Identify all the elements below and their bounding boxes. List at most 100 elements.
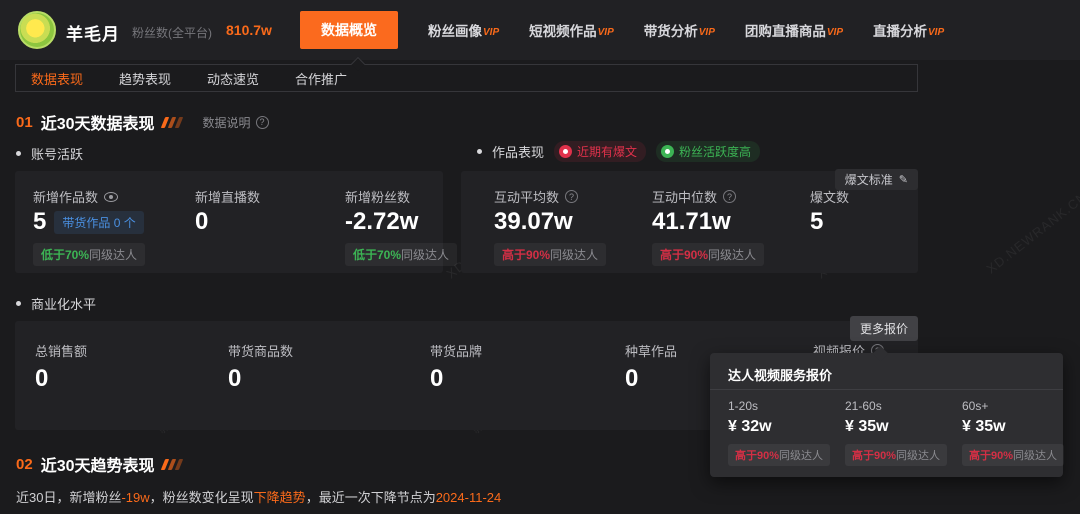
nav-commerce-analysis[interactable]: 带货分析VIP [644, 20, 715, 40]
badge-label: 近期有爆文 [577, 145, 638, 159]
question-icon[interactable]: ? [565, 190, 579, 203]
compare-value: 低于70% [353, 248, 402, 262]
peer-compare-badge: 高于90%同级达人 [728, 444, 831, 466]
more-quotes-button[interactable]: 更多报价 [849, 316, 918, 341]
section2-header: 02 近30天趋势表现 [16, 452, 183, 476]
edit-icon[interactable]: ✎ [898, 174, 908, 186]
metric-value: 0 [195, 208, 209, 235]
nav-label: 团购直播商品 [744, 24, 826, 39]
vip-badge: VIP [483, 27, 500, 38]
popup-title: 达人视频服务报价 [728, 368, 833, 383]
peer-compare-badge: 高于90%同级达人 [962, 444, 1065, 466]
top-nav: 数据概览 粉丝画像VIP 短视频作品VIP 带货分析VIP 团购直播商品VIP … [300, 0, 944, 60]
metric-label: 爆文数 [810, 190, 850, 205]
tab-trend-performance[interactable]: 趋势表现 [119, 71, 172, 87]
nav-fan-portrait[interactable]: 粉丝画像VIP [428, 20, 499, 40]
duration-label: 1-20s [728, 399, 759, 413]
metric-value: 5 [33, 208, 47, 235]
badge-label: 粉丝活跃度高 [679, 145, 752, 159]
summary-text: 近30日，新增粉丝 [16, 490, 122, 505]
group-account-activity: 账号活跃 [16, 144, 83, 163]
summary-accent: -19w [121, 490, 150, 505]
hot-posts-badge[interactable]: 近期有爆文 [554, 141, 647, 162]
section-title: 近30天趋势表现 [40, 458, 155, 475]
metric-value: -2.72w [345, 208, 419, 235]
bullet-icon [16, 151, 21, 156]
duration-label: 60s+ [962, 399, 989, 413]
compare-suffix: 同级达人 [779, 450, 824, 462]
watermark: XD.NEWRANK.CN [983, 188, 1080, 277]
avatar[interactable] [18, 11, 56, 49]
account-activity-card: 新增作品数 5 带货作品 0 个 低于70%同级达人 新增直播数 0 新增粉丝数 … [15, 171, 458, 273]
nav-group-live-products[interactable]: 团购直播商品VIP [745, 20, 843, 40]
trend-summary: 近30日，新增粉丝-19w，粉丝数变化呈现下降趋势，最近一次下降节点为2024-… [16, 487, 501, 506]
price-value: ¥ 35w [845, 418, 889, 435]
section-title: 近30天数据表现 [40, 116, 155, 133]
compare-suffix: 同级达人 [550, 248, 599, 262]
hot-post-standard-button[interactable]: 爆文标准 ✎ [834, 169, 918, 190]
compare-suffix: 同级达人 [896, 450, 941, 462]
active-fans-badge[interactable]: 粉丝活跃度高 [656, 141, 761, 162]
metric-value: 0 [430, 365, 444, 392]
compare-suffix: 同级达人 [1013, 450, 1058, 462]
group-works-performance: 作品表现 近期有爆文 粉丝活跃度高 [477, 141, 761, 162]
question-icon[interactable]: ? [723, 190, 737, 203]
account-name: 羊毛月 [66, 25, 120, 44]
metric-label: 带货品牌 [430, 344, 483, 359]
sub-tab-bar: 数据表现 趋势表现 动态速览 合作推广 [15, 56, 918, 92]
flame-icon [559, 145, 573, 158]
compare-value: 高于90% [660, 248, 709, 262]
question-icon[interactable]: ? [255, 115, 269, 129]
title-slashes-icon [160, 458, 183, 470]
summary-text: ，粉丝数变化呈现 [149, 490, 254, 505]
nav-label: 粉丝画像 [428, 24, 482, 39]
metric-value: 0 [35, 365, 49, 392]
price-value: ¥ 32w [728, 418, 772, 435]
top-bar: 羊毛月 粉丝数(全平台) 810.7w 数据概览 粉丝画像VIP 短视频作品VI… [0, 0, 1080, 60]
price-value: ¥ 35w [962, 418, 1006, 435]
vip-badge: VIP [597, 27, 614, 38]
compare-suffix: 同级达人 [401, 248, 450, 262]
group-label: 账号活跃 [31, 147, 84, 162]
title-slashes-icon [160, 116, 183, 128]
commerce-works-badge[interactable]: 带货作品 0 个 [54, 210, 144, 234]
tab-cooperation-promo[interactable]: 合作推广 [295, 71, 348, 87]
eye-icon[interactable] [104, 191, 119, 202]
metric-value: 41.71w [652, 208, 731, 235]
peer-compare-badge: 高于90%同级达人 [494, 243, 607, 266]
works-performance-card: 爆文标准 ✎ 互动平均数? 39.07w 高于90%同级达人 互动中位数? 41… [461, 169, 918, 273]
vip-badge: VIP [928, 27, 945, 38]
nav-live-analysis[interactable]: 直播分析VIP [873, 20, 944, 40]
metric-label: 互动中位数 [652, 190, 718, 205]
metric-value: 0 [228, 365, 242, 392]
group-label: 作品表现 [492, 145, 545, 160]
metric-value: 0 [625, 365, 639, 392]
peer-compare-badge: 高于90%同级达人 [845, 444, 948, 466]
metric-value: 5 [810, 208, 824, 235]
tab-dynamic-overview[interactable]: 动态速览 [207, 71, 260, 87]
summary-accent[interactable]: 下降趋势 [253, 490, 306, 505]
data-explanation-link[interactable]: 数据说明 ? [203, 114, 269, 131]
nav-data-overview-button[interactable]: 数据概览 [300, 11, 398, 49]
compare-suffix: 同级达人 [708, 248, 757, 262]
nav-label: 直播分析 [873, 24, 927, 39]
bullet-icon [16, 301, 21, 306]
help-label: 数据说明 [202, 115, 251, 130]
peer-compare-badge: 低于70%同级达人 [33, 243, 146, 266]
vip-badge: VIP [826, 27, 843, 38]
duration-label: 21-60s [845, 399, 882, 413]
activity-icon [661, 145, 675, 158]
vip-badge: VIP [698, 27, 715, 38]
divider [710, 389, 1063, 390]
metric-label: 总销售额 [35, 344, 88, 359]
compare-value: 高于90% [502, 248, 551, 262]
peer-compare-badge: 高于90%同级达人 [652, 243, 765, 266]
bullet-icon [477, 149, 482, 154]
nav-short-video-works[interactable]: 短视频作品VIP [529, 20, 614, 40]
tab-data-performance[interactable]: 数据表现 [31, 71, 84, 87]
summary-accent: 2024-11-24 [435, 490, 502, 505]
video-quote-popup: 达人视频服务报价 1-20s ¥ 32w 高于90%同级达人 21-60s ¥ … [710, 345, 1065, 477]
compare-suffix: 同级达人 [89, 248, 138, 262]
section1-header: 01 近30天数据表现 数据说明 ? [16, 110, 269, 134]
